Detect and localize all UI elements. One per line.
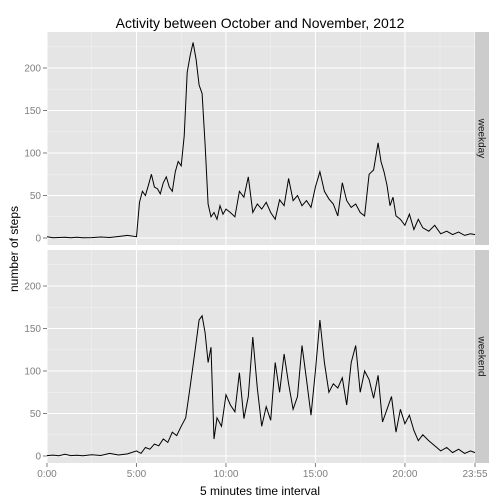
strip-weekday-label: weekday — [476, 118, 487, 158]
x-tick-label: 5:00 — [127, 469, 147, 480]
x-tick-label: 10:00 — [213, 469, 238, 480]
panel-weekend-grid — [46, 250, 476, 463]
y-tick-label: 0 — [35, 452, 41, 463]
y-tick-label: 200 — [24, 282, 41, 293]
panel-weekday-grid — [46, 32, 476, 245]
x-tick-label: 23:55 — [462, 469, 487, 480]
x-tick-label: 0:00 — [37, 469, 57, 480]
y-tick-label: 150 — [24, 106, 41, 117]
chart-title: Activity between October and November, 2… — [116, 15, 405, 31]
strip-weekday — [475, 32, 489, 245]
panel-weekend: weekend 0 50 100 150 200 — [24, 250, 489, 463]
y-tick-label: 100 — [24, 149, 41, 160]
strip-weekend-label: weekend — [476, 335, 487, 376]
y-tick-label: 50 — [30, 191, 42, 202]
x-axis-title: 5 minutes time interval — [200, 484, 320, 498]
y-axis-weekday: 0 50 100 150 200 — [24, 64, 47, 245]
x-axis: 0:00 5:00 10:00 15:00 20:00 23:55 — [37, 463, 488, 480]
y-tick-label: 0 — [35, 234, 41, 245]
y-tick-label: 100 — [24, 367, 41, 378]
y-tick-label: 50 — [30, 409, 42, 420]
y-axis-title: number of steps — [7, 206, 21, 292]
y-tick-label: 150 — [24, 324, 41, 335]
panel-weekend-background — [47, 250, 475, 463]
y-axis-weekend: 0 50 100 150 200 — [24, 282, 47, 463]
weekday-series-line — [46, 42, 476, 239]
x-tick-label: 20:00 — [392, 469, 417, 480]
strip-weekend — [475, 250, 489, 463]
y-tick-label: 200 — [24, 64, 41, 75]
x-tick-label: 15:00 — [303, 469, 328, 480]
weekend-series-line — [46, 314, 476, 457]
panel-weekday-background — [47, 32, 475, 245]
panel-weekday: weekday 0 50 100 150 200 — [24, 32, 489, 245]
